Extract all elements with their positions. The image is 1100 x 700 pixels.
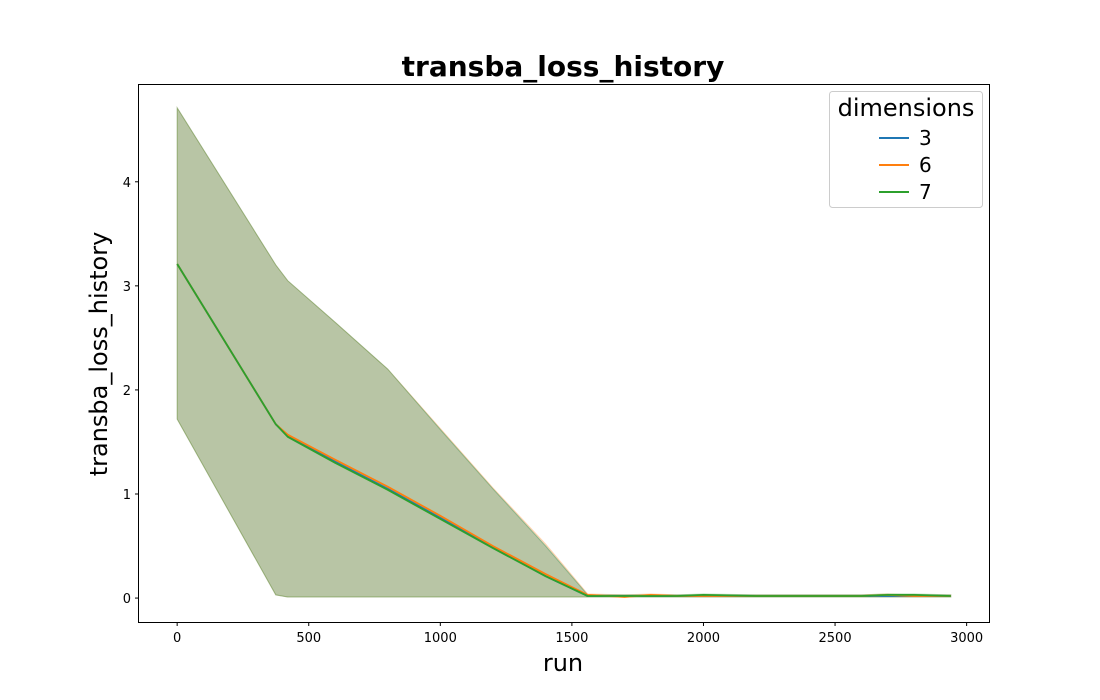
legend-label-3: 3 <box>919 126 932 150</box>
x-tick-label: 2500 <box>819 631 852 646</box>
legend-box <box>829 91 983 208</box>
y-tick-label: 4 <box>123 176 131 191</box>
series-6-band <box>176 106 952 598</box>
x-axis: 0 500 1000 1500 2000 2500 3000 <box>173 622 983 646</box>
y-tick-label: 3 <box>123 280 131 295</box>
x-tick-label: 2000 <box>687 631 720 646</box>
series-3-band <box>176 106 952 598</box>
plot-frame <box>138 84 990 623</box>
x-axis-label: run <box>543 649 583 677</box>
legend-title: dimensions <box>838 94 975 122</box>
x-tick-label: 0 <box>173 631 181 646</box>
y-axis: 0 1 2 3 4 <box>123 176 139 607</box>
series-7-line <box>176 263 951 597</box>
x-tick-label: 500 <box>296 631 321 646</box>
series-7-band <box>176 106 952 598</box>
y-tick-label: 1 <box>123 488 131 503</box>
x-tick-label: 1000 <box>424 631 457 646</box>
y-tick-label: 0 <box>123 592 131 607</box>
legend-label-6: 6 <box>919 153 932 177</box>
plot-area <box>176 106 952 598</box>
x-tick-label: 3000 <box>950 631 983 646</box>
legend-label-7: 7 <box>919 180 932 204</box>
chart-title: transba_loss_history <box>402 50 725 83</box>
y-axis-label: transba_loss_history <box>85 232 113 477</box>
legend: dimensions 3 6 7 <box>829 91 983 208</box>
y-tick-label: 2 <box>123 384 131 399</box>
x-tick-label: 1500 <box>555 631 588 646</box>
